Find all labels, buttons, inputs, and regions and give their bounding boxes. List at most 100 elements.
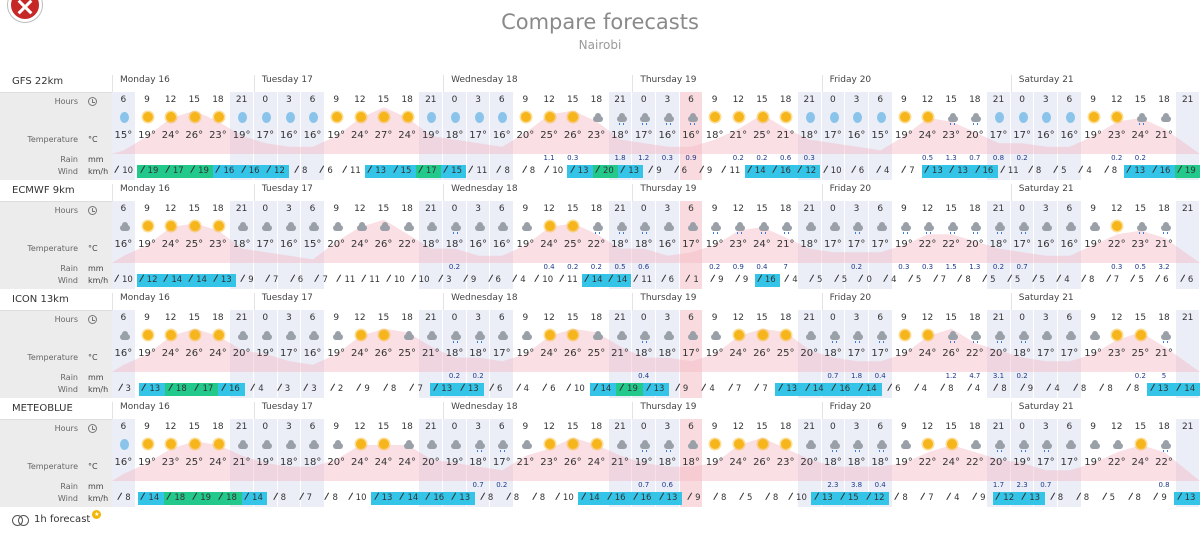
wind-direction-icon [330,383,338,393]
hour-label: 0 [262,204,269,214]
wind-value: 4 [1041,383,1068,396]
wind-intensity-bar [415,165,441,178]
wind-direction-icon [995,492,1004,502]
cloud-icon [283,329,296,342]
cloud-icon [1134,220,1148,234]
wind-speed: 8 [1107,384,1113,394]
hour-label: 9 [900,313,907,323]
temperature-value: 21° [1155,239,1173,250]
day-header-row: Monday 16 Tuesday 17 Wednesday 18 Thursday … [112,290,1200,310]
rain-unit: mm [88,482,104,491]
wind-speed: 5 [817,275,823,285]
cloud-icon [235,438,249,451]
wind-direction-icon [1073,383,1081,393]
hour-column [490,419,514,507]
wind-intensity-bar [581,274,607,287]
cloud-icon [448,329,462,343]
cloud-icon [330,329,343,342]
rain-value: 0.3 [898,263,910,271]
hour-label: 15 [567,422,579,432]
temperature-value: 20° [327,239,346,250]
hour-label: 15 [188,313,201,323]
temperature-value: 25° [587,348,606,359]
wind-value: 8 [708,492,734,505]
cloud-icon [803,438,816,451]
cloud-icon [805,331,816,340]
cloud-icon [403,440,414,449]
sun-icon [733,439,744,449]
row-labels: Hours Temperature Rain Wind °C mm km/h [0,419,112,507]
wind-speed: 16 [228,384,240,394]
rain-value: 1.5 [945,263,957,271]
wind-speed: 8 [1035,166,1042,176]
wind-value: 14 [745,165,770,178]
wind-direction-icon [1101,492,1110,502]
rain-value: 0.4 [756,263,768,271]
hour-label: 18 [401,313,413,323]
temperature-label: Temperature [27,353,78,362]
hour-column [1058,92,1081,180]
sun-icon [544,330,555,340]
temperature-value: 18° [469,348,487,359]
rain-drops-icon [642,341,648,343]
wind-intensity-bar [855,383,882,396]
wind-value: 13 [1174,492,1200,505]
moon-icon [992,111,1005,124]
wind-value: 17 [163,165,188,178]
temperature-value: 21° [611,348,629,359]
wind-direction-icon [534,274,543,284]
cloud-icon [900,222,911,231]
cloud-icon [827,329,840,343]
sun-icon [1110,329,1123,342]
day-label: Thursday 19 [632,184,697,201]
rain-value: 1.8 [614,154,626,162]
sun-icon [142,221,153,231]
wind-value: 8 [526,492,552,505]
wind-value: 6 [537,383,564,396]
cloud-icon [732,220,745,234]
moon-icon [117,111,130,124]
rain-drops-icon [831,450,837,452]
wind-speed: 16 [248,166,260,176]
cloud-icon [235,329,249,342]
wind-direction-icon [592,383,601,393]
sun-icon [757,439,768,449]
wind-direction-icon [778,383,786,393]
hour-label: 15 [945,95,957,105]
toggle-icon[interactable] [12,515,29,526]
wind-speed: 9 [364,384,370,394]
sun-icon [166,330,177,340]
wind-value: 6 [1175,274,1200,287]
wind-speed: 7 [1113,275,1120,285]
sun-icon [708,111,721,124]
rain-drops-icon [1162,341,1168,343]
hour-label: 9 [1090,95,1096,105]
wind-value: 10 [345,492,371,505]
hour-label: 12 [1111,313,1123,323]
hour-column [253,92,277,180]
hour-label: 15 [756,313,768,323]
cloud-icon [285,222,296,231]
temperature-value: 24° [209,457,227,468]
hour-label: 15 [945,422,957,432]
wind-speed: 19 [147,166,159,176]
sun-icon [189,112,200,122]
hour-label: 12 [921,422,934,432]
cloud-icon [593,331,604,340]
day-label: Saturday 21 [1010,293,1074,310]
cloud-icon [850,220,864,234]
wind-intensity-bar [775,383,802,396]
sun-icon [544,221,555,231]
cloud-icon [711,331,722,340]
rain-drops-icon [878,341,884,343]
wind-value: 8 [1099,165,1124,178]
cloud-icon [427,440,438,449]
hourly-forecast-toggle[interactable]: 1h forecast ★ [12,510,102,526]
sun-icon [188,220,201,233]
temperature-value: 17° [256,239,275,250]
close-button[interactable] [8,0,42,22]
temperature-value: 19° [705,457,724,468]
wind-value: 11 [359,274,384,287]
wind-direction-icon [117,383,126,393]
hour-column [656,419,679,507]
